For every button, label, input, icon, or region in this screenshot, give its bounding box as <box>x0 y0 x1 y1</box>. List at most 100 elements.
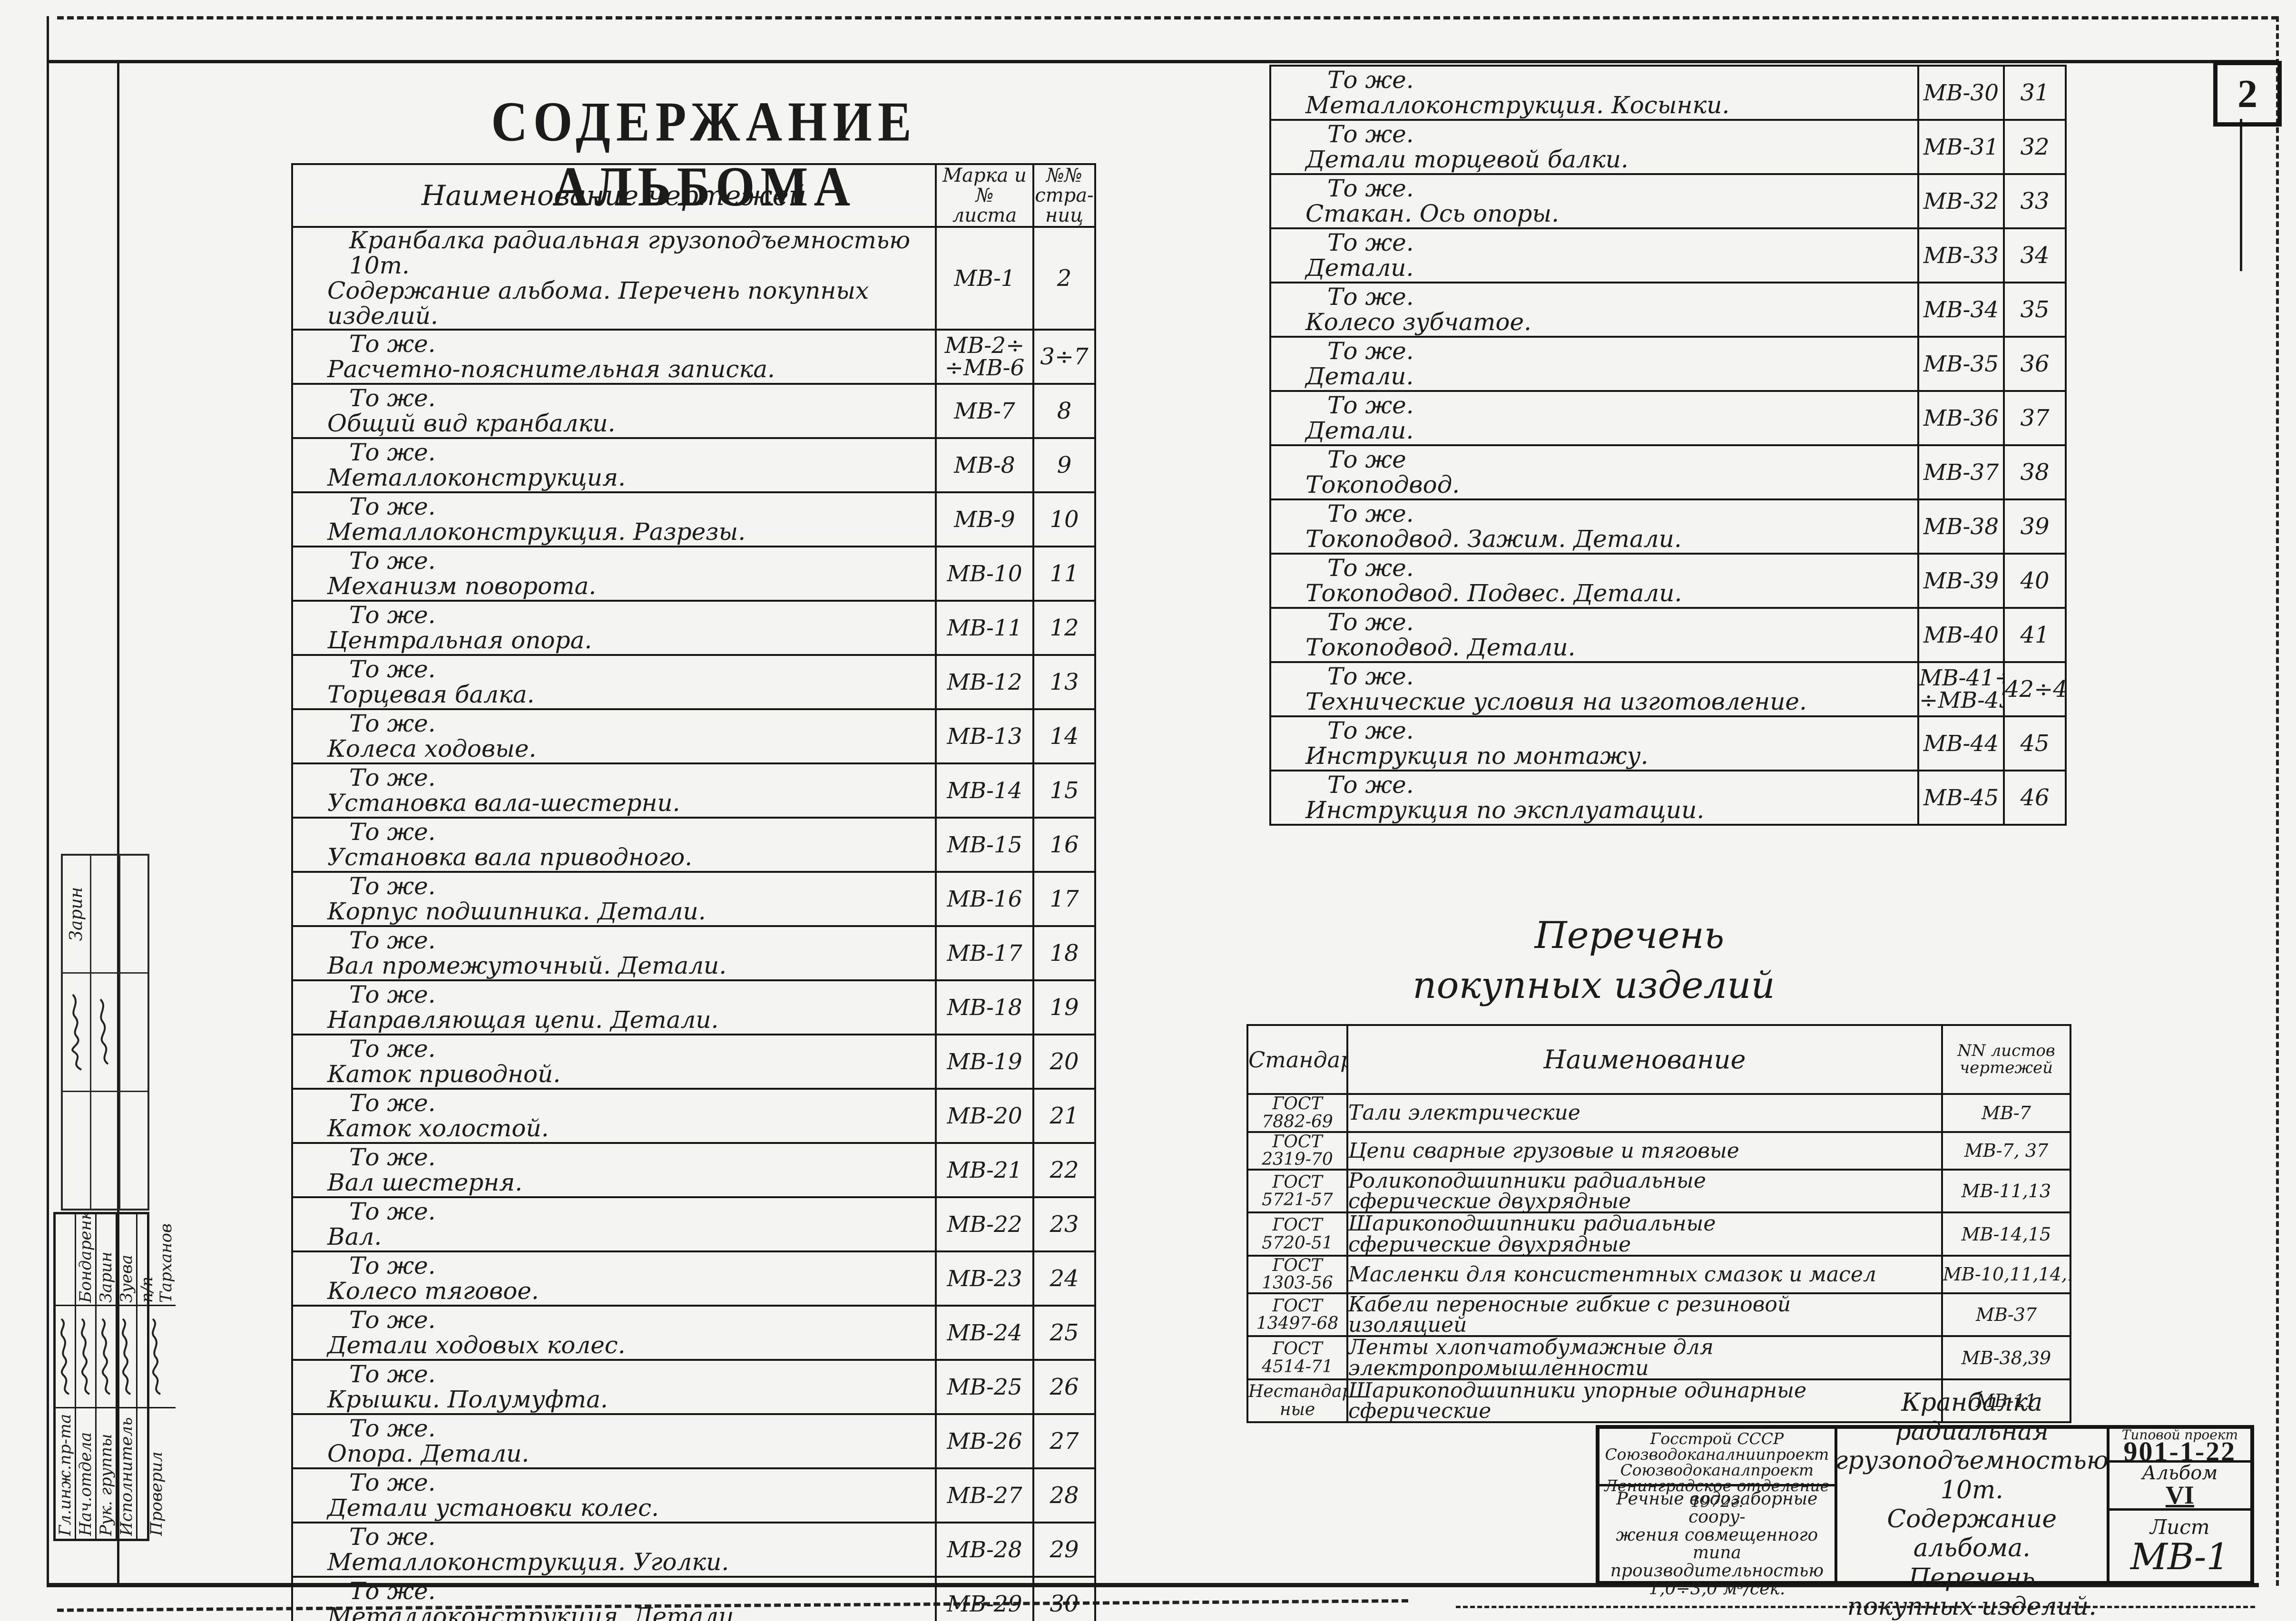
drawing-name-line2: Вал промежуточный. Детали. <box>327 952 727 979</box>
purchase-standard-cell: Нестандарт- ные <box>1246 1378 1348 1423</box>
contents-row: Кранбалка радиальная грузоподъемностью 1… <box>291 226 1096 331</box>
contents-table-right: То же. Металлоконструкция. Косынки. МВ-3… <box>1269 65 2067 826</box>
drawing-pages-cell: 42÷44 <box>2003 661 2067 717</box>
drawing-mark-cell: МВ-8 <box>935 437 1034 493</box>
purchase-sheets-cell: МВ-14,15 <box>1941 1211 2071 1257</box>
contents-header-pages: №№ стра- ниц <box>1032 163 1096 228</box>
drawing-mark-cell: МВ-2÷ ÷МВ-6 <box>935 329 1034 385</box>
contents-row: То же. Корпус подшипника. Детали. МВ-16 … <box>291 871 1096 927</box>
contents-row: То же. Детали установки колес. МВ-27 28 <box>291 1467 1096 1523</box>
drawing-name-line2: Детали установки колес. <box>327 1494 659 1522</box>
drawing-name-line2: Расчетно-пояснительная записка. <box>327 355 775 383</box>
drawing-mark-cell: МВ-33 <box>1917 227 2005 283</box>
drawing-name-line1: То же. <box>349 1306 436 1334</box>
margin-divider <box>117 60 119 1586</box>
title-block-project: Типовой проект 901-1-22 <box>2109 1428 2250 1465</box>
contents-rows-right: То же. Металлоконструкция. Косынки. МВ-3… <box>1269 65 2067 826</box>
drawing-name-line1: То же. <box>1327 229 1414 256</box>
drawing-name-line1: То же. <box>349 981 436 1008</box>
drawing-name-cell: То же. Общий вид кранбалки. <box>291 383 937 439</box>
purchase-standard-cell: ГОСТ 13497-68 <box>1246 1292 1348 1338</box>
drawing-name-line2: Токоподвод. Подвес. Детали. <box>1305 579 1682 607</box>
drawing-name-line2: Токоподвод. Детали. <box>1305 634 1576 661</box>
drawing-mark-cell: МВ-16 <box>935 871 1034 927</box>
drawing-name-cell: То же. Инструкция по монтажу. <box>1269 715 1919 771</box>
drawing-name-line1: То же. <box>349 1360 436 1388</box>
drawing-name-line2: Металлоконструкция. Детали. <box>327 1602 742 1621</box>
contents-row: То же. Установка вала приводного. МВ-15 … <box>291 817 1096 873</box>
drawing-name-cell: То же. Металлоконструкция. <box>291 437 937 493</box>
purchase-sheets-cell: МВ-37 <box>1941 1292 2071 1338</box>
drawing-pages-cell: 32 <box>2003 119 2067 175</box>
drawing-pages-cell: 38 <box>2003 444 2067 500</box>
drawing-name-line2: Вал. <box>327 1223 382 1250</box>
pagebox-tail-line <box>2240 119 2242 271</box>
contents-row: То же. Токоподвод. Зажим. Детали. МВ-38 … <box>1269 498 2067 555</box>
drawing-name-cell: То же. Металлоконструкция. Детали. <box>291 1576 937 1621</box>
purchase-row: ГОСТ 2319-70 Цепи сварные грузовые и тяг… <box>1246 1131 2071 1171</box>
contents-row: То же. Колесо тяговое. МВ-23 24 <box>291 1250 1096 1307</box>
drawing-name-line1: То же. <box>349 439 436 466</box>
drawing-name-line1: То же. <box>349 1469 436 1496</box>
drawing-name-cell: То же. Установка вала приводного. <box>291 817 937 873</box>
scan-edge-bottom-right <box>1456 1606 2255 1608</box>
stamp-name: п/п Тарханов <box>137 1223 176 1303</box>
drawing-mark-cell: МВ-39 <box>1917 553 2005 609</box>
drawing-name-line2: Центральная опора. <box>327 626 592 654</box>
purchase-header-standard: Стандарт <box>1246 1024 1348 1095</box>
upper-stamp-empty-cell <box>120 1090 147 1209</box>
title-block-doc-title: Кранбалка радиальная грузоподъемностью 1… <box>1835 1388 2109 1621</box>
frame-inner-top <box>47 60 2277 63</box>
drawing-mark-cell: МВ-19 <box>935 1034 1034 1090</box>
purchase-standard-cell: ГОСТ 2319-70 <box>1246 1131 1348 1171</box>
purchase-row: ГОСТ 7882-69 Тали электрические МВ-7 <box>1246 1093 2071 1133</box>
drawing-pages-cell: 41 <box>2003 607 2067 663</box>
drawing-mark-cell: МВ-10 <box>935 546 1034 602</box>
signature-icon <box>91 972 119 1091</box>
drawing-name-line2: Металлоконструкция. <box>327 464 626 491</box>
purchase-row: ГОСТ 5721-57 Роликоподшипники радиальные… <box>1246 1169 2071 1214</box>
drawing-name-cell: То же. Опора. Детали. <box>291 1413 937 1469</box>
drawing-mark-cell: МВ-34 <box>1917 282 2005 338</box>
approval-stamp-rows: Гл.инж.пр-та Нач.отдела Бондаренко Рук. … <box>56 1214 176 1539</box>
drawing-name-cell: То же Токоподвод. <box>1269 444 1919 500</box>
drawing-name-cell: То же. Детали. <box>1269 390 1919 446</box>
signature-icon <box>137 1305 176 1407</box>
drawing-name-line2: Механизм поворота. <box>327 572 597 600</box>
drawing-pages-cell: 10 <box>1032 491 1096 547</box>
purchase-name-cell: Ленты хлопчатобумажные для электропромыш… <box>1346 1335 1943 1380</box>
drawing-name-line1: То же. <box>1327 771 1414 799</box>
signature-icon <box>97 1305 116 1407</box>
contents-row: То же. Каток приводной. МВ-19 20 <box>291 1034 1096 1090</box>
album-number: VI <box>2165 1481 2194 1509</box>
drawing-name-line1: То же. <box>1327 337 1414 365</box>
drawing-pages-cell: 24 <box>1032 1250 1096 1307</box>
purchase-sheets-cell: МВ-11,13 <box>1941 1169 2071 1214</box>
contents-row: То же. Детали. МВ-33 34 <box>1269 227 2067 283</box>
drawing-name-cell: То же. Детали. <box>1269 227 1919 283</box>
contents-row: То же. Крышки. Полумуфта. МВ-25 26 <box>291 1359 1096 1415</box>
contents-row: То же. Вал. МВ-22 23 <box>291 1196 1096 1252</box>
drawing-name-cell: То же. Направляющая цепи. Детали. <box>291 979 937 1035</box>
drawing-name-line2: Металлоконструкция. Разрезы. <box>327 518 746 546</box>
drawing-name-line1: То же. <box>349 330 436 358</box>
drawing-mark-cell: МВ-24 <box>935 1305 1034 1361</box>
drawing-name-line1: То же. <box>349 872 436 900</box>
sheet-number: МВ-1 <box>2130 1535 2229 1578</box>
drawing-mark-cell: МВ-11 <box>935 600 1034 656</box>
purchase-name-cell: Кабели переносные гибкие с резиновой изо… <box>1346 1292 1943 1338</box>
drawing-mark-cell: МВ-9 <box>935 491 1034 547</box>
upper-stamp-empty-cell <box>63 1090 90 1209</box>
purchase-rows: ГОСТ 7882-69 Тали электрические МВ-7 ГОС… <box>1246 1093 2071 1423</box>
drawing-pages-cell: 3÷7 <box>1032 329 1096 385</box>
contents-row: То же. Стакан. Ось опоры. МВ-32 33 <box>1269 173 2067 229</box>
drawing-mark-cell: МВ-23 <box>935 1250 1034 1307</box>
drawing-name-line1: Кранбалка радиальная грузоподъемностью 1… <box>349 227 911 279</box>
stamp-row: Проверил п/п Тарханов <box>137 1214 176 1539</box>
drawing-mark-cell: МВ-37 <box>1917 444 2005 500</box>
frame-left <box>47 16 49 1586</box>
drawing-name-line2: Направляющая цепи. Детали. <box>327 1006 719 1034</box>
drawing-pages-cell: 11 <box>1032 546 1096 602</box>
drawing-pages-cell: 35 <box>2003 282 2067 338</box>
drawing-name-line1: То же. <box>1327 717 1414 744</box>
